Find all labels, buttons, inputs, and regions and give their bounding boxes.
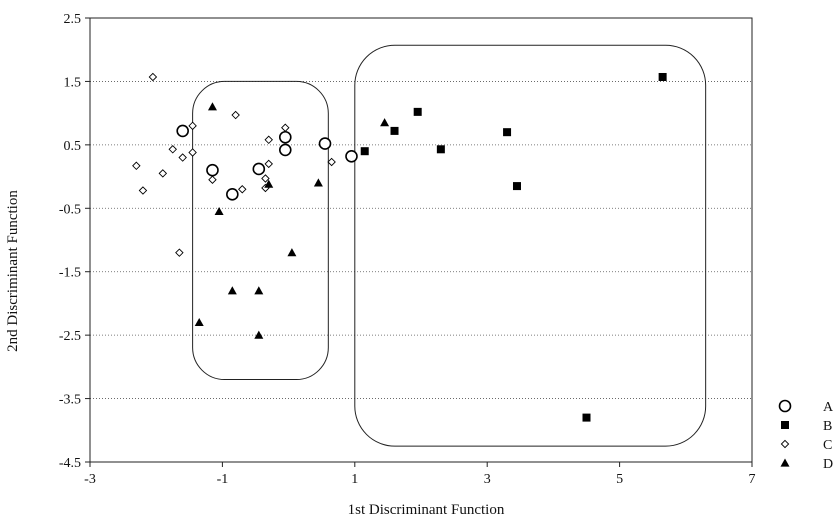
- point-c: [264, 159, 273, 169]
- point-c: [138, 186, 148, 195]
- point-a: [345, 149, 358, 163]
- point-d: [194, 317, 204, 327]
- legend-item-b: B: [781, 419, 832, 434]
- point-a: [252, 162, 266, 176]
- y-tick-label: 2.5: [64, 12, 82, 27]
- point-b: [436, 145, 445, 154]
- grid-lines: [90, 81, 752, 399]
- y-tick-label: 1.5: [64, 75, 82, 90]
- point-c: [178, 153, 187, 162]
- point-c: [238, 185, 247, 194]
- legend-label-d: D: [823, 457, 833, 472]
- y-tick-label: -2.5: [59, 329, 81, 344]
- point-c: [327, 157, 336, 167]
- legend-marker-b: [781, 421, 789, 429]
- point-c: [175, 248, 184, 257]
- point-c: [188, 121, 197, 131]
- point-c: [261, 174, 270, 183]
- point-d: [227, 286, 237, 295]
- y-tick-label: -0.5: [59, 202, 81, 217]
- point-c: [281, 123, 290, 132]
- point-b: [512, 182, 521, 191]
- point-a: [318, 137, 332, 150]
- axis-ticks: 2.5 1.5 0.5 -0.5 -1.5 -2.5 -3.5 -4.5-3 -1 1 3 5 7: [59, 12, 756, 487]
- point-c: [132, 161, 141, 171]
- point-b: [360, 147, 369, 156]
- point-a: [278, 130, 292, 144]
- x-axis-label: 1st Discriminant Function: [348, 502, 505, 518]
- point-b: [390, 126, 399, 135]
- point-b: [582, 413, 591, 422]
- point-a: [226, 188, 239, 201]
- legend-marker-d: [780, 458, 790, 467]
- point-d: [207, 102, 217, 111]
- point-d: [380, 118, 390, 127]
- point-a: [176, 124, 189, 138]
- y-axis-label: 2nd Discriminant Function: [5, 190, 21, 352]
- group-regions: [192, 44, 707, 447]
- plot-area-frame: [89, 17, 753, 463]
- legend-item-a: A: [778, 399, 834, 415]
- point-c: [168, 145, 177, 154]
- point-b: [413, 107, 422, 116]
- point-d: [264, 179, 274, 188]
- x-tick-label: -3: [84, 472, 96, 487]
- point-c: [208, 175, 217, 184]
- legend-item-c: C: [780, 438, 832, 453]
- x-tick-label: 1: [351, 472, 358, 487]
- legend-label-a: A: [823, 400, 834, 415]
- point-d: [254, 330, 264, 339]
- x-tick-label: 7: [749, 472, 756, 487]
- legend-item-d: D: [780, 457, 833, 472]
- point-b: [658, 72, 667, 81]
- group-region-2: [354, 44, 707, 447]
- point-a: [206, 163, 219, 177]
- x-tick-label: 3: [484, 472, 491, 487]
- point-d: [313, 178, 323, 187]
- point-c: [158, 169, 168, 178]
- point-a: [278, 143, 292, 157]
- legend-marker-a: [778, 399, 792, 413]
- legend-label-c: C: [823, 438, 832, 453]
- legend-label-b: B: [823, 419, 832, 434]
- x-tick-label: 5: [616, 472, 623, 487]
- y-tick-label: -1.5: [59, 266, 81, 281]
- y-tick-label: -3.5: [59, 393, 81, 408]
- x-tick-label: -1: [217, 472, 229, 487]
- point-c: [188, 148, 197, 157]
- group-region-1: [192, 80, 329, 381]
- point-d: [254, 286, 264, 295]
- point-d: [287, 248, 297, 257]
- point-b: [503, 128, 512, 137]
- point-c: [264, 135, 273, 145]
- point-c: [148, 72, 158, 82]
- y-tick-label: 0.5: [64, 139, 82, 154]
- point-d: [214, 206, 224, 216]
- point-c: [231, 110, 240, 120]
- y-tick-label: -4.5: [59, 456, 81, 471]
- legend-marker-c: [780, 439, 790, 449]
- data-points: [132, 72, 667, 422]
